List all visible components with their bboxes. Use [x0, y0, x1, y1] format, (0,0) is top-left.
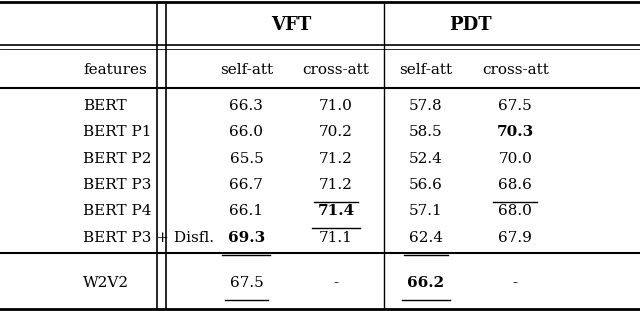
Text: W2V2: W2V2	[83, 276, 129, 290]
Text: 66.2: 66.2	[407, 276, 444, 290]
Text: VFT: VFT	[271, 16, 311, 34]
Text: PDT: PDT	[449, 16, 492, 34]
Text: 68.0: 68.0	[499, 204, 532, 219]
Text: 62.4: 62.4	[408, 231, 443, 245]
Text: 67.9: 67.9	[499, 231, 532, 245]
Text: BERT: BERT	[83, 99, 127, 113]
Text: 57.1: 57.1	[409, 204, 442, 219]
Text: cross-att: cross-att	[303, 63, 369, 77]
Text: cross-att: cross-att	[482, 63, 548, 77]
Text: BERT P4: BERT P4	[83, 204, 152, 219]
Text: 66.1: 66.1	[229, 204, 264, 219]
Text: BERT P3 + Disfl.: BERT P3 + Disfl.	[83, 231, 214, 245]
Text: 71.0: 71.0	[319, 99, 353, 113]
Text: 69.3: 69.3	[228, 231, 265, 245]
Text: 66.0: 66.0	[229, 125, 264, 139]
Text: 71.2: 71.2	[319, 151, 353, 166]
Text: 71.1: 71.1	[319, 231, 353, 245]
Text: 67.5: 67.5	[230, 276, 263, 290]
Text: 70.3: 70.3	[497, 125, 534, 139]
Text: 71.2: 71.2	[319, 178, 353, 192]
Text: 56.6: 56.6	[409, 178, 442, 192]
Text: 67.5: 67.5	[499, 99, 532, 113]
Text: 66.3: 66.3	[230, 99, 263, 113]
Text: 70.0: 70.0	[499, 151, 532, 166]
Text: 57.8: 57.8	[409, 99, 442, 113]
Text: 58.5: 58.5	[409, 125, 442, 139]
Text: 71.4: 71.4	[317, 204, 355, 219]
Text: -: -	[333, 276, 339, 290]
Text: 66.7: 66.7	[230, 178, 263, 192]
Text: 65.5: 65.5	[230, 151, 263, 166]
Text: 52.4: 52.4	[409, 151, 442, 166]
Text: self-att: self-att	[220, 63, 273, 77]
Text: self-att: self-att	[399, 63, 452, 77]
Text: 70.2: 70.2	[319, 125, 353, 139]
Text: features: features	[83, 63, 147, 77]
Text: BERT P1: BERT P1	[83, 125, 152, 139]
Text: -: -	[513, 276, 518, 290]
Text: BERT P3: BERT P3	[83, 178, 152, 192]
Text: BERT P2: BERT P2	[83, 151, 152, 166]
Text: 68.6: 68.6	[499, 178, 532, 192]
